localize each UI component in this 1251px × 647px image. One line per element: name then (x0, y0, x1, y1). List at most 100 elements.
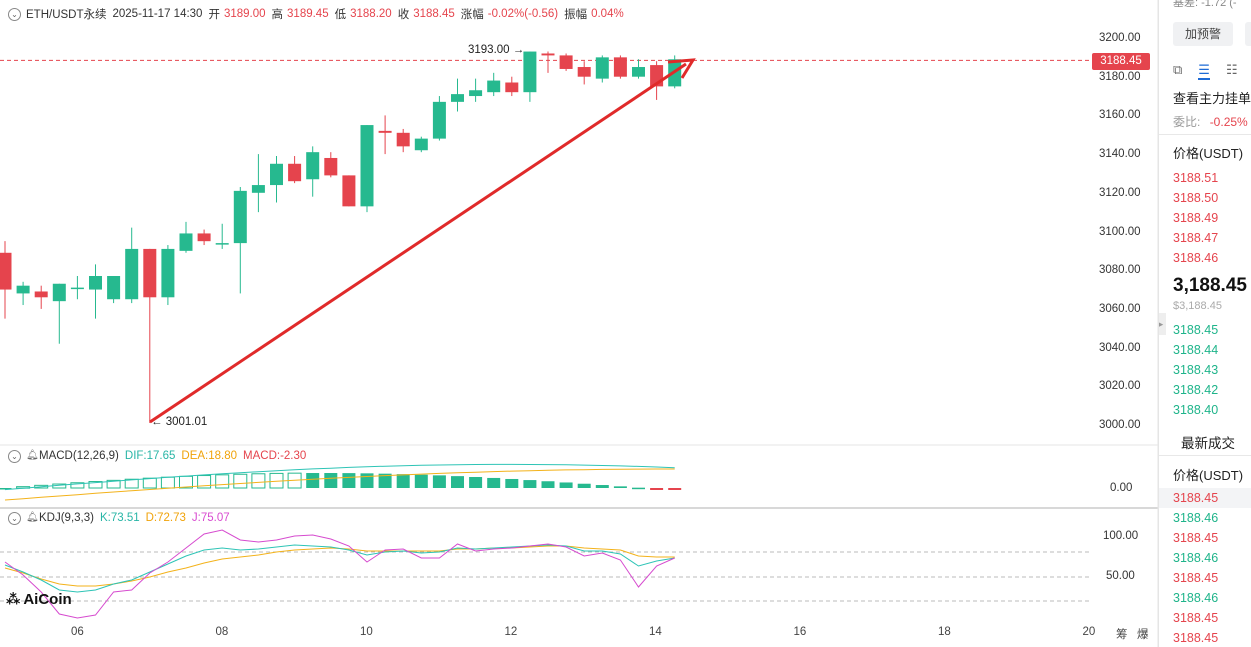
bid-price[interactable]: 3188.44 (1173, 343, 1219, 357)
candle-body (233, 190, 247, 244)
price-axis-label: 3100.00 (1099, 225, 1141, 238)
ask-price[interactable]: 3188.46 (1173, 251, 1219, 265)
candle-body (306, 152, 320, 180)
depth-view-switcher: ⧉ ☰ ☷ (1173, 62, 1238, 80)
ask-price[interactable]: 3188.49 (1173, 211, 1219, 225)
price-axis-label: 3040.00 (1099, 341, 1141, 354)
time-axis-label: 06 (71, 626, 84, 638)
symbol-label: ETH/USDT永续 (26, 9, 107, 21)
depth-list-icon[interactable]: ☷ (1225, 62, 1238, 77)
ratio-value: -0.25% (1209, 115, 1248, 129)
low-annotation: ← 3001.01 (151, 416, 208, 428)
low-value: 3188.20 (350, 8, 392, 20)
bell-icon[interactable]: 🔔︎ (26, 450, 39, 461)
macd-bar (160, 476, 175, 489)
price-axis-label: 3020.00 (1099, 380, 1141, 393)
macd-bar (306, 473, 320, 488)
candle-body (107, 276, 121, 300)
macd-bar (487, 477, 501, 488)
trades-column-header: 价格(USDT) (1173, 468, 1244, 483)
macd-bar (414, 474, 428, 488)
collapse-icon[interactable]: ⌄ (8, 449, 21, 463)
macd-bar (451, 476, 464, 488)
bell-icon[interactable]: 🔔︎ (26, 512, 39, 523)
macd-bar (577, 483, 591, 488)
macd-bar (559, 482, 573, 488)
macd-bar (324, 473, 338, 488)
change-value: -0.02%(-0.56) (487, 8, 559, 20)
add-alert-button[interactable]: 加预警 (1173, 22, 1233, 46)
tab-latest-trades[interactable]: 最新成交 (1181, 436, 1235, 451)
macd-bar (541, 481, 555, 488)
depth-both-icon[interactable]: ☰ (1198, 62, 1210, 80)
candle-body (143, 248, 157, 298)
bid-price[interactable]: 3188.43 (1173, 363, 1219, 377)
candle-body (324, 157, 338, 176)
more-button[interactable] (1245, 22, 1251, 46)
candle-body (125, 248, 139, 300)
kdj-axis-label: 100.00 (1103, 530, 1139, 542)
trade-price: 3188.45 (1173, 631, 1219, 645)
price-axis-label: 3080.00 (1099, 264, 1141, 277)
macd-dif-line (4, 463, 675, 491)
candle-body (161, 248, 175, 298)
time-axis-label: 12 (504, 626, 518, 638)
copy-icon[interactable]: ⧉ (1173, 62, 1183, 77)
collapse-icon[interactable]: ⌄ (8, 7, 21, 21)
candle-body (613, 57, 627, 77)
amplitude-value: 0.04% (591, 8, 624, 20)
candle-body (414, 138, 428, 151)
candlestick-chart[interactable] (0, 0, 1158, 647)
bid-price[interactable]: 3188.40 (1173, 403, 1219, 417)
price-axis-label: 3120.00 (1099, 186, 1141, 199)
macd-bar (70, 482, 85, 489)
open-value: 3189.00 (223, 8, 266, 20)
depth-title[interactable]: 查看主力挂单 (1173, 91, 1251, 106)
time-axis-label: 16 (793, 626, 807, 638)
candle-body (396, 132, 410, 147)
ratio-row: 委比: -0.25% (1173, 113, 1248, 130)
trade-price: 3188.45 (1173, 571, 1219, 585)
price-header: ⌄ ETH/USDT永续 2025-11-17 14:30 开 3189.00 … (8, 6, 630, 22)
datetime-label: 2025-11-17 14:30 (112, 8, 203, 20)
price-axis-label: 3200.00 (1099, 32, 1141, 44)
macd-bar (650, 488, 664, 490)
candle-body (215, 243, 229, 245)
high-annotation: 3193.00 → (468, 44, 525, 56)
kdj-title: KDJ(9,3,3) (39, 512, 94, 524)
price-axis-label: 3160.00 (1099, 109, 1141, 122)
aicoin-logo-text: AiCoin (23, 591, 72, 608)
macd-header: ⌄ 🔔︎ MACD(12,26,9) DIF:17.65 DEA:18.80 M… (8, 448, 312, 464)
macd-bar (251, 473, 266, 489)
collapse-icon[interactable]: ⌄ (8, 511, 21, 525)
ask-price[interactable]: 3188.51 (1173, 171, 1219, 185)
ask-price[interactable]: 3188.47 (1173, 231, 1219, 245)
macd-axis-label: 0.00 (1110, 482, 1133, 494)
macd-bar (613, 486, 627, 488)
kdj-j-line (4, 529, 675, 619)
candle-body (360, 125, 374, 207)
macd-value: MACD:-2.30 (243, 450, 307, 462)
macd-bar (0, 488, 12, 490)
chips-tool-button[interactable]: 筹 (1116, 629, 1128, 641)
amplitude-label: 振幅 (564, 9, 588, 21)
ask-price[interactable]: 3188.50 (1173, 191, 1219, 205)
candle-body (451, 94, 464, 102)
price-axis-label: 3140.00 (1099, 148, 1141, 161)
close-label: 收 (397, 9, 410, 21)
macd-bar (106, 479, 121, 489)
bid-price[interactable]: 3188.42 (1173, 383, 1219, 397)
liquidation-tool-button[interactable]: 爆 (1137, 629, 1149, 641)
candle-body (288, 163, 302, 182)
macd-bar (505, 478, 519, 488)
candle-body (179, 233, 193, 251)
macd-bar (124, 478, 139, 489)
chart-area[interactable]: ⌄ ETH/USDT永续 2025-11-17 14:30 开 3189.00 … (0, 0, 1158, 647)
collapse-panel-icon[interactable]: ▸ (1159, 313, 1166, 335)
bid-price[interactable]: 3188.45 (1173, 323, 1219, 337)
candle-body (469, 90, 483, 97)
candle-body (342, 175, 356, 207)
candle-body (89, 276, 102, 290)
macd-bar (233, 473, 248, 489)
kdj-j: J:75.07 (191, 512, 230, 524)
